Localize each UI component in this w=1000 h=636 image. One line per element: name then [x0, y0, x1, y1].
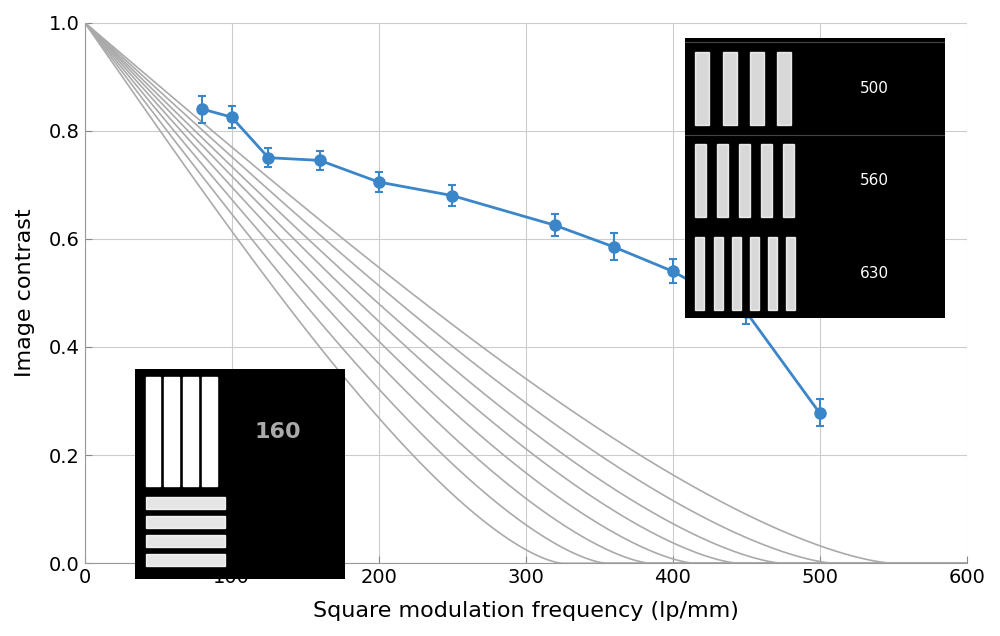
Bar — [146, 377, 160, 487]
Bar — [750, 52, 764, 125]
Bar — [202, 377, 217, 487]
Bar — [714, 237, 723, 310]
Bar — [777, 52, 791, 125]
Bar — [783, 144, 794, 218]
Bar — [695, 52, 709, 125]
Text: 560: 560 — [860, 174, 889, 188]
Bar — [717, 144, 728, 218]
Bar — [768, 237, 777, 310]
Bar — [695, 237, 704, 310]
Bar — [732, 237, 741, 310]
Bar — [146, 516, 225, 529]
Bar — [786, 237, 795, 310]
Bar — [695, 144, 706, 218]
Bar — [146, 553, 225, 566]
Bar — [146, 535, 225, 547]
Text: 160: 160 — [254, 422, 301, 442]
Bar — [723, 52, 737, 125]
Bar — [761, 144, 772, 218]
Text: 630: 630 — [860, 266, 889, 280]
Text: 500: 500 — [860, 81, 889, 96]
X-axis label: Square modulation frequency (lp/mm): Square modulation frequency (lp/mm) — [313, 601, 739, 621]
Bar — [183, 377, 198, 487]
Bar — [750, 237, 759, 310]
Y-axis label: Image contrast: Image contrast — [15, 209, 35, 377]
Bar — [164, 377, 179, 487]
Bar — [739, 144, 750, 218]
Bar — [146, 497, 225, 509]
